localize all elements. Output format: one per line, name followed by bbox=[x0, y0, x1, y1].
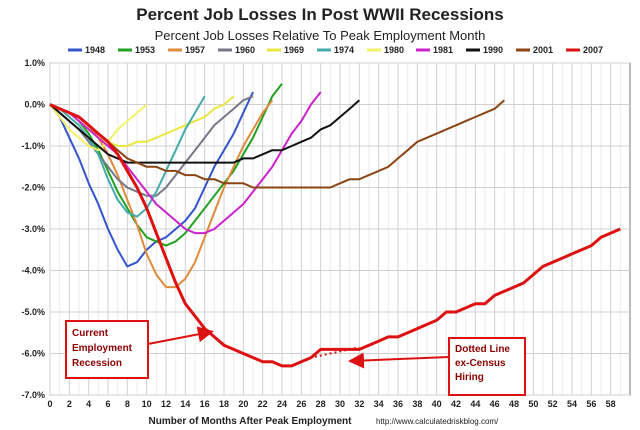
y-tick-label: 1.0% bbox=[24, 58, 45, 68]
series-line-1990 bbox=[49, 99, 360, 164]
callout-line: Current bbox=[72, 328, 109, 339]
legend-label-2001: 2001 bbox=[533, 45, 553, 55]
x-tick-label: 6 bbox=[105, 399, 110, 409]
y-tick-label: -4.0% bbox=[21, 266, 45, 276]
legend-label-1980: 1980 bbox=[384, 45, 404, 55]
x-tick-label: 58 bbox=[606, 399, 616, 409]
chart-subtitle: Percent Job Losses Relative To Peak Empl… bbox=[155, 28, 486, 43]
legend-label-1974: 1974 bbox=[334, 45, 354, 55]
series-line-2007 bbox=[49, 103, 621, 368]
series-line-1981 bbox=[49, 91, 322, 235]
chart-title: Percent Job Losses In Post WWII Recessio… bbox=[136, 5, 504, 24]
x-axis-label: Number of Months After Peak Employment bbox=[149, 416, 353, 427]
x-tick-label: 16 bbox=[200, 399, 210, 409]
y-axis-ticks: 1.0% 0.0% -1.0% -2.0% -3.0% -4.0% -5.0% -6.0% -7… bbox=[21, 58, 45, 400]
y-tick-label: 0.0% bbox=[24, 100, 45, 110]
callout-current-recession: Current Employment Recession bbox=[65, 320, 214, 379]
x-tick-label: 26 bbox=[296, 399, 306, 409]
x-tick-label: 52 bbox=[548, 399, 558, 409]
legend-label-2007: 2007 bbox=[583, 45, 603, 55]
x-tick-label: 32 bbox=[354, 399, 364, 409]
x-tick-label: 2 bbox=[67, 399, 72, 409]
x-tick-label: 40 bbox=[432, 399, 442, 409]
x-tick-label: 14 bbox=[180, 399, 190, 409]
callout-arrow bbox=[348, 352, 450, 369]
y-tick-label: -7.0% bbox=[21, 390, 45, 400]
y-tick-label: -5.0% bbox=[21, 307, 45, 317]
x-axis-ticks: 0 2 4 6 8 10 12 14 16 18 20 22 24 26 28 30 32 34 36 38 40 42 4… bbox=[47, 399, 615, 409]
callout-line: Hiring bbox=[455, 372, 484, 383]
legend-label-1981: 1981 bbox=[433, 45, 453, 55]
x-tick-label: 30 bbox=[335, 399, 345, 409]
series-line-2001 bbox=[49, 99, 505, 189]
x-tick-label: 42 bbox=[451, 399, 461, 409]
legend-label-1969: 1969 bbox=[284, 45, 304, 55]
x-tick-label: 56 bbox=[586, 399, 596, 409]
series-lines bbox=[49, 83, 621, 368]
y-tick-label: -2.0% bbox=[21, 183, 45, 193]
callout-line: Recession bbox=[72, 358, 122, 369]
x-tick-label: 28 bbox=[316, 399, 326, 409]
legend-label-1960: 1960 bbox=[235, 45, 255, 55]
y-tick-label: -6.0% bbox=[21, 349, 45, 359]
x-tick-label: 20 bbox=[238, 399, 248, 409]
series-line-1980 bbox=[49, 103, 148, 152]
callout-line: Dotted Line bbox=[455, 344, 510, 355]
legend: 1948 1953 1957 1960 1969 1974 1980 1981 1990 2001… bbox=[68, 45, 603, 55]
y-tick-label: -3.0% bbox=[21, 224, 45, 234]
series-line-1953 bbox=[49, 83, 283, 247]
series-line-2007-ex-census bbox=[291, 346, 360, 367]
x-tick-label: 48 bbox=[509, 399, 519, 409]
x-tick-label: 24 bbox=[277, 399, 287, 409]
source-url: http://www.calculatedriskblog.com/ bbox=[376, 417, 499, 426]
x-tick-label: 8 bbox=[125, 399, 130, 409]
x-tick-label: 50 bbox=[528, 399, 538, 409]
x-tick-label: 36 bbox=[393, 399, 403, 409]
legend-label-1957: 1957 bbox=[185, 45, 205, 55]
x-tick-label: 38 bbox=[412, 399, 422, 409]
x-tick-label: 0 bbox=[47, 399, 52, 409]
callout-line: ex-Census bbox=[455, 358, 506, 369]
series-line-1960 bbox=[49, 95, 254, 197]
callout-box bbox=[448, 337, 526, 396]
x-tick-label: 44 bbox=[470, 399, 480, 409]
x-tick-label: 12 bbox=[161, 399, 171, 409]
callout-box bbox=[65, 320, 149, 379]
x-tick-label: 4 bbox=[86, 399, 91, 409]
y-tick-label: -1.0% bbox=[21, 141, 45, 151]
x-tick-label: 10 bbox=[142, 399, 152, 409]
x-tick-label: 22 bbox=[258, 399, 268, 409]
callout-line: Employment bbox=[72, 343, 133, 354]
legend-label-1953: 1953 bbox=[135, 45, 155, 55]
callout-dotted-line: Dotted Line ex-Census Hiring bbox=[348, 337, 526, 396]
series-line-1948 bbox=[49, 91, 254, 268]
x-tick-label: 34 bbox=[374, 399, 384, 409]
x-tick-label: 18 bbox=[219, 399, 229, 409]
callout-arrow bbox=[147, 326, 214, 345]
x-tick-label: 46 bbox=[490, 399, 500, 409]
series-line-1974 bbox=[49, 95, 206, 218]
x-tick-label: 54 bbox=[567, 399, 577, 409]
legend-label-1990: 1990 bbox=[483, 45, 503, 55]
legend-label-1948: 1948 bbox=[85, 45, 105, 55]
